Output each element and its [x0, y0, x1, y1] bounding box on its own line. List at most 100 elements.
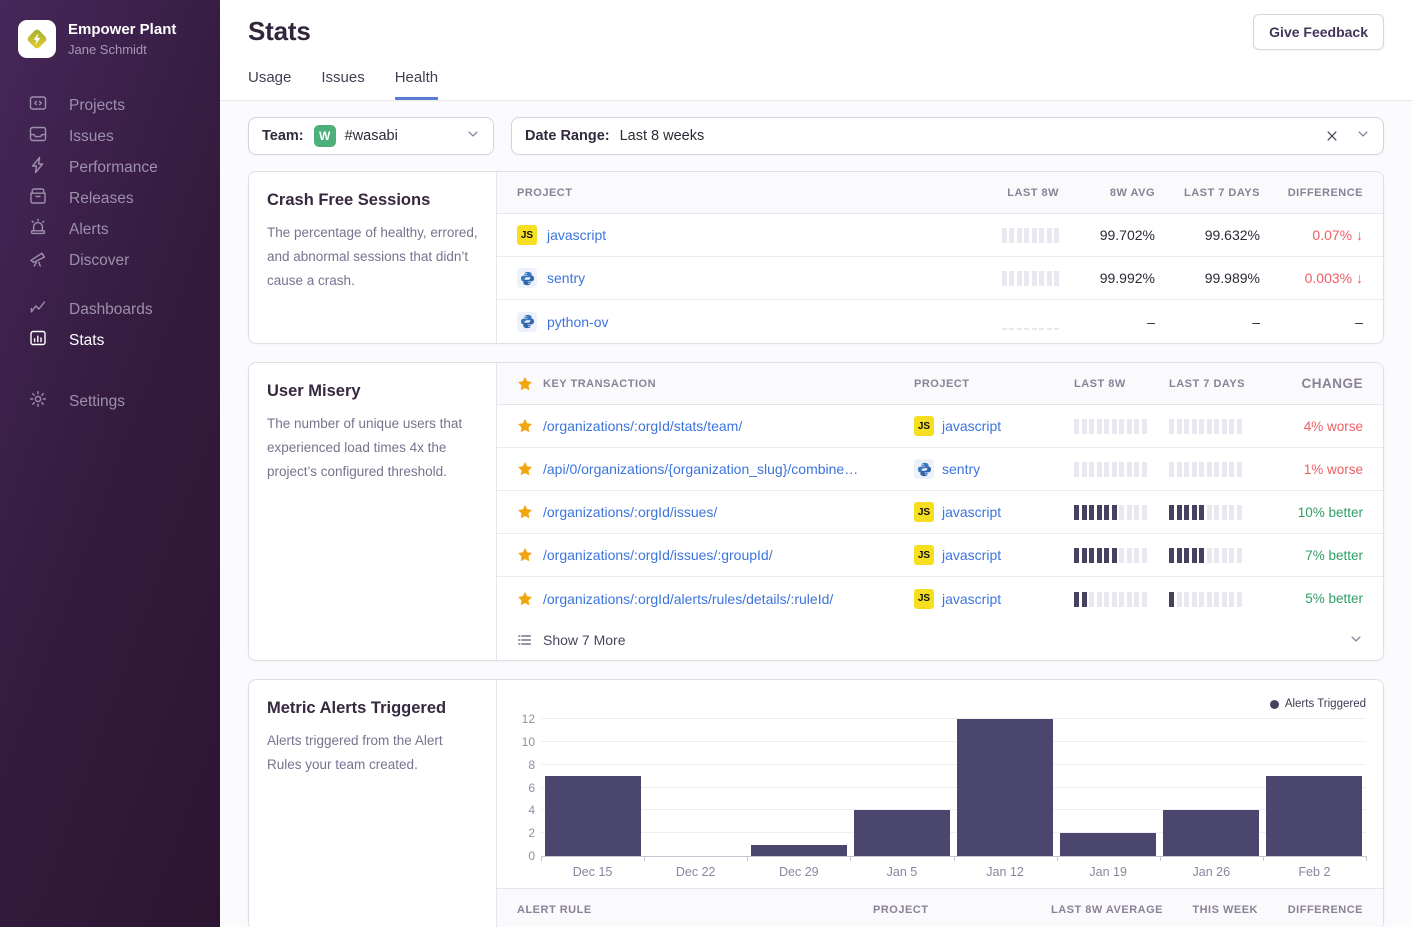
project-link[interactable]: python-ov: [547, 313, 609, 330]
last-7-days-cell: [1169, 418, 1264, 434]
chart-gridline: [541, 809, 1366, 811]
sidebar-item-discover[interactable]: Discover: [0, 245, 220, 276]
chevron-down-icon: [1356, 127, 1370, 146]
team-select[interactable]: Team: W #wasabi: [248, 117, 494, 155]
sidebar-item-label: Settings: [69, 392, 126, 410]
star-icon[interactable]: [517, 461, 533, 477]
table-row: /organizations/:orgId/alerts/rules/detai…: [497, 577, 1383, 620]
chart-bar: [853, 810, 950, 856]
org-logo[interactable]: [18, 20, 56, 58]
col-difference: DIFFERENCE: [1287, 186, 1363, 199]
transaction-link[interactable]: /organizations/:orgId/issues/:groupId/: [543, 547, 773, 563]
chart-axis-tick: [1159, 856, 1161, 861]
settings-icon: [29, 390, 47, 413]
project-link[interactable]: javascript: [942, 590, 1002, 607]
crash-free-description: Crash Free Sessions The percentage of he…: [249, 172, 497, 343]
give-feedback-button[interactable]: Give Feedback: [1253, 14, 1384, 50]
date-range-select[interactable]: Date Range: Last 8 weeks: [511, 117, 1384, 155]
project-cell: JS javascript: [914, 416, 1074, 436]
table-row: sentry 99.992% 99.989% 0.003% ↓: [497, 257, 1383, 300]
project-link[interactable]: javascript: [547, 227, 607, 243]
chart-bar-slot: [541, 720, 644, 856]
show-more-label: Show 7 More: [543, 632, 626, 648]
transaction-link[interactable]: /organizations/:orgId/alerts/rules/detai…: [543, 590, 834, 607]
sidebar-nav: Projects Issues Performance Releases Alerts D…: [0, 90, 220, 417]
difference-cell: 0.003% ↓: [1304, 270, 1363, 286]
last-8w-cell: [1074, 504, 1169, 520]
sparkline: [1001, 314, 1059, 330]
sidebar-item-settings[interactable]: Settings: [0, 386, 220, 417]
chart-bar-slot: [954, 719, 1057, 856]
user-misery-table: KEY TRANSACTION PROJECT LAST 8W LAST 7 D…: [497, 363, 1383, 660]
sidebar-item-projects[interactable]: Projects: [0, 90, 220, 121]
star-icon[interactable]: [517, 547, 533, 563]
col-difference: DIFFERENCE: [1287, 903, 1363, 916]
col-8w-avg: 8W AVG: [1109, 186, 1155, 199]
last-8w-cell: [919, 227, 1059, 243]
chart-axis-tick: [1366, 856, 1367, 861]
chart-bar-slot: [850, 720, 953, 856]
col-last-8w: LAST 8W: [1007, 186, 1059, 199]
legend-label: Alerts Triggered: [1284, 698, 1366, 710]
last-8w-cell: [1074, 461, 1169, 477]
sidebar-item-dashboards[interactable]: Dashboards: [0, 294, 220, 325]
sidebar-item-label: Releases: [69, 189, 134, 207]
show-more-button[interactable]: Show 7 More: [497, 620, 1383, 660]
project-link[interactable]: sentry: [942, 461, 981, 477]
chart-axis-tick: [644, 856, 646, 861]
main-area: Stats Give Feedback Usage Issues Health Te…: [220, 0, 1412, 927]
sidebar-item-label: Issues: [69, 127, 114, 145]
sidebar-item-label: Dashboards: [69, 300, 153, 318]
sidebar-item-issues[interactable]: Issues: [0, 121, 220, 152]
sparkline: [1169, 461, 1264, 477]
platform-javascript-icon: JS: [914, 588, 934, 609]
table-row: /organizations/:orgId/issues/JS javascrip…: [497, 491, 1383, 534]
chart-x-tick-label: Jan 12: [986, 865, 1024, 879]
tab-issues[interactable]: Issues: [321, 69, 365, 86]
star-icon[interactable]: [517, 418, 533, 434]
project-link[interactable]: javascript: [942, 504, 1002, 520]
project-link[interactable]: sentry: [547, 270, 586, 286]
chart-axis-tick: [1262, 856, 1264, 861]
col-project: PROJECT: [873, 903, 929, 916]
project-cell: sentry: [914, 459, 1074, 479]
sidebar-item-releases[interactable]: Releases: [0, 183, 220, 214]
team-value: #wasabi: [344, 128, 398, 144]
chart-y-tick-label: 0: [528, 849, 535, 863]
chart-x-tick-label: Dec 29: [779, 865, 819, 879]
project-link[interactable]: javascript: [942, 418, 1002, 434]
chart-bars: [541, 719, 1366, 856]
sparkline: [1169, 504, 1264, 520]
col-key-transaction: KEY TRANSACTION: [517, 376, 914, 392]
org-name: Empower Plant: [68, 21, 177, 39]
table-row: /organizations/:orgId/stats/team/JS javas…: [497, 405, 1383, 448]
tab-health[interactable]: Health: [394, 69, 439, 100]
project-link[interactable]: javascript: [942, 547, 1002, 563]
transaction-link[interactable]: /organizations/:orgId/stats/team/: [543, 418, 743, 434]
sidebar-item-stats[interactable]: Stats: [0, 325, 220, 356]
change-cell: 4% worse: [1303, 418, 1363, 434]
last-8w-cell: [1074, 547, 1169, 563]
star-icon[interactable]: [517, 504, 533, 520]
sidebar-item-alerts[interactable]: Alerts: [0, 214, 220, 245]
metric-alerts-body: Alerts Triggered 0 2 4 6 8 10 12 Dec 15 Dec 22 D…: [497, 680, 1383, 927]
difference-cell: 0.07% ↓: [1312, 227, 1363, 243]
platform-javascript-icon: JS: [914, 416, 934, 436]
transaction-link[interactable]: /organizations/:orgId/issues/: [543, 504, 718, 520]
tab-usage[interactable]: Usage: [248, 69, 292, 86]
alerts-triggered-chart: Alerts Triggered 0 2 4 6 8 10 12 Dec 15 Dec 22 D…: [497, 680, 1383, 888]
8w-avg-cell: 99.992%: [1099, 270, 1155, 286]
clear-icon[interactable]: [1322, 126, 1342, 146]
star-icon[interactable]: [517, 591, 533, 607]
org-switcher[interactable]: Empower Plant Jane Schmidt: [0, 20, 220, 58]
transaction-link[interactable]: /api/0/organizations/{organization_slug}…: [543, 461, 859, 477]
sparkline: [1074, 547, 1169, 563]
sidebar-item-performance[interactable]: Performance: [0, 152, 220, 183]
col-project: PROJECT: [914, 377, 970, 390]
legend-alerts-triggered[interactable]: Alerts Triggered: [1269, 698, 1366, 710]
alerts-icon: [29, 218, 47, 241]
sidebar-item-label: Discover: [69, 251, 130, 269]
key-transaction-cell: /organizations/:orgId/stats/team/: [517, 418, 914, 434]
chevron-down-icon: [466, 127, 480, 146]
key-transaction-cell: /api/0/organizations/{organization_slug}…: [517, 461, 914, 477]
